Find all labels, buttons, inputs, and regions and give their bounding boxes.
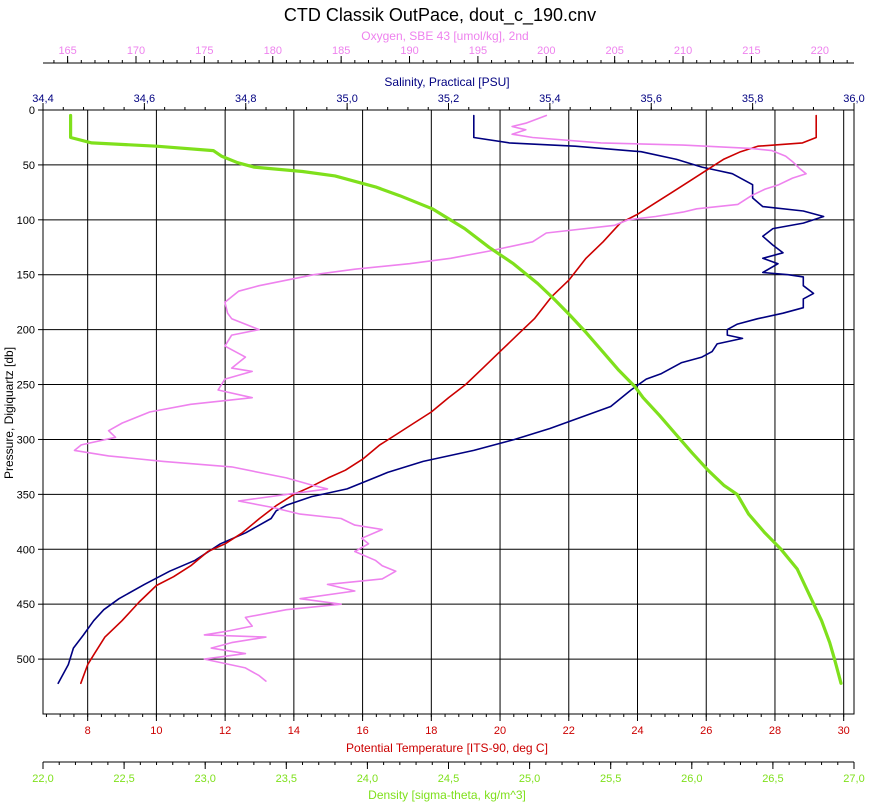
salinity-tick-label: 34,6 [134,93,155,105]
oxygen-tick-label: 205 [605,45,623,57]
salinity-profile-line [57,114,825,685]
oxygen-tick-label: 170 [127,45,145,57]
salinity-tick-label: 35,4 [539,93,560,105]
density-tick-label: 22,5 [113,773,134,785]
pressure-tick-label: 200 [17,325,35,337]
salinity-axis-title: Salinity, Practical [PSU] [384,75,509,89]
salinity-tick-label: 35,8 [742,93,763,105]
data-series [57,113,843,685]
density-tick-label: 25,5 [600,773,621,785]
plot-frame [42,109,855,715]
temperature-tick-label: 10 [150,725,162,737]
grid-lines [43,109,854,714]
temperature-tick-label: 8 [85,725,91,737]
pressure-tick-label: 450 [17,599,35,611]
temperature-tick-label: 14 [288,725,300,737]
temperature-tick-label: 28 [769,725,781,737]
pressure-tick-label: 300 [17,434,35,446]
pressure-tick-label: 350 [17,489,35,501]
oxygen-tick-label: 175 [195,45,213,57]
salinity-tick-label: 34,4 [32,93,53,105]
temperature-tick-label: 18 [425,725,437,737]
salinity-tick-label: 34,8 [235,93,256,105]
density-axis-title: Density [sigma-theta, kg/m^3] [368,788,526,802]
temperature-tick-label: 30 [838,725,850,737]
pressure-tick-label: 150 [17,270,35,282]
density-tick-label: 25,0 [519,773,540,785]
temperature-tick-label: 12 [219,725,231,737]
temperature-tick-label: 22 [563,725,575,737]
density-tick-label: 24,0 [357,773,378,785]
oxygen-tick-label: 165 [58,45,76,57]
oxygen-tick-label: 210 [674,45,692,57]
salinity-tick-label: 35,2 [438,93,459,105]
oxygen-tick-label: 195 [469,45,487,57]
oxygen-tick-label: 180 [264,45,282,57]
pressure-tick-label: 100 [17,215,35,227]
density-tick-label: 26,5 [762,773,783,785]
chart-title: CTD Classik OutPace, dout_c_190.cnv [284,5,596,26]
pressure-tick-label: 250 [17,380,35,392]
pressure-axis-title: Pressure, Digiquartz [db] [2,347,16,479]
temperature-axis-title: Potential Temperature [ITS-90, deg C] [346,741,548,755]
temperature-tick-label: 26 [700,725,712,737]
temperature-tick-label: 24 [631,725,643,737]
density-tick-label: 24,5 [438,773,459,785]
density-profile-line [68,113,843,685]
density-tick-label: 27,0 [843,773,864,785]
oxygen-tick-label: 185 [332,45,350,57]
density-tick-label: 22,0 [32,773,53,785]
salinity-tick-label: 35,0 [336,93,357,105]
oxygen-profile-line [73,114,807,682]
oxygen-axis-title: Oxygen, SBE 43 [umol/kg], 2nd [361,29,528,43]
pressure-tick-label: 500 [17,654,35,666]
oxygen-tick-label: 200 [537,45,555,57]
oxygen-tick-label: 190 [400,45,418,57]
oxygen-tick-label: 215 [742,45,760,57]
pressure-tick-label: 0 [29,105,35,117]
temperature-profile-line [80,114,818,685]
salinity-tick-label: 35,6 [641,93,662,105]
salinity-tick-label: 36,0 [843,93,864,105]
density-tick-label: 23,5 [276,773,297,785]
pressure-tick-label: 50 [23,160,35,172]
pressure-tick-label: 400 [17,544,35,556]
oxygen-tick-label: 220 [811,45,829,57]
temperature-tick-label: 16 [356,725,368,737]
density-tick-label: 26,0 [681,773,702,785]
temperature-tick-label: 20 [494,725,506,737]
density-tick-label: 23,0 [194,773,215,785]
axes: 0 50 100 150 200 250 300 350 400 450 500 165 170 175 1… [17,45,865,785]
